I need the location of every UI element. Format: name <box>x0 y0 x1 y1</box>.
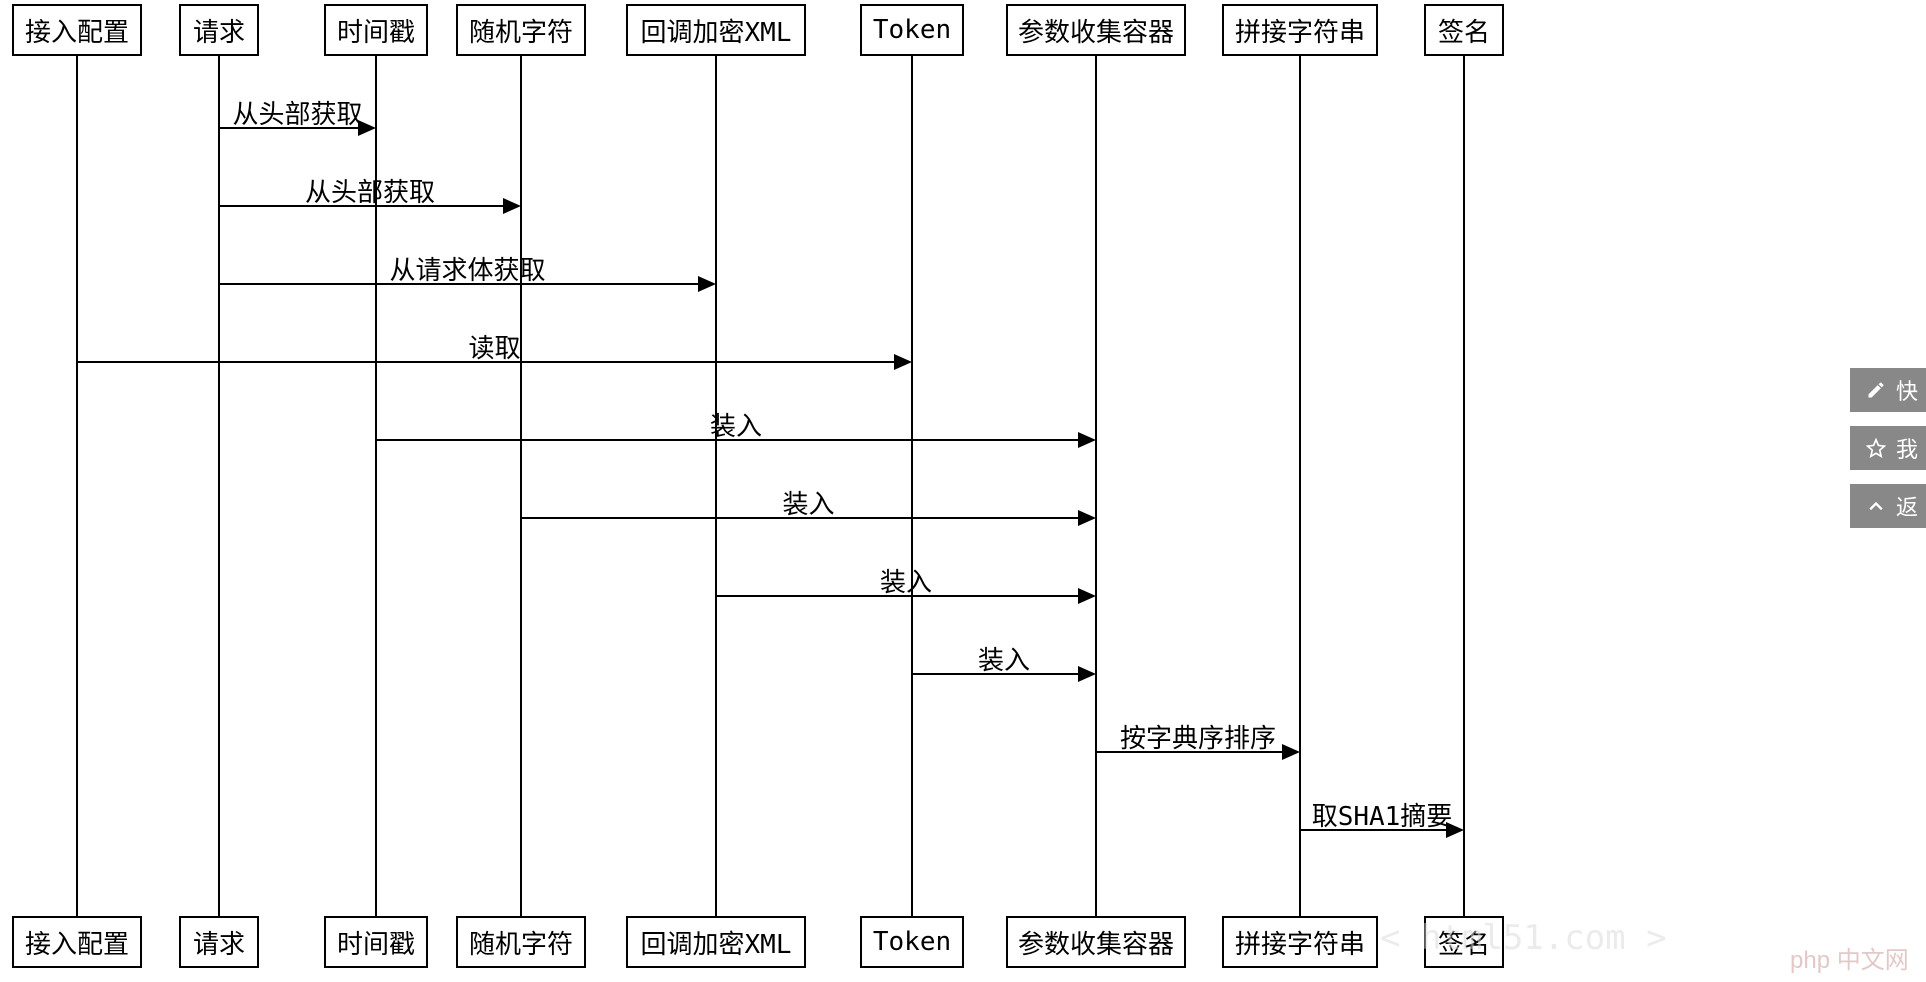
participant-box-bottom: 拼接字符串 <box>1222 916 1378 968</box>
side-button-star[interactable]: 我 <box>1850 426 1926 470</box>
participant-box-bottom: 随机字符 <box>456 916 586 968</box>
participant-box-bottom: Token <box>860 916 964 968</box>
lifeline <box>1463 56 1465 916</box>
message-label: 装入 <box>912 640 1096 677</box>
message-label: 按字典序排序 <box>1096 718 1300 755</box>
participant-box-top: 接入配置 <box>12 4 142 56</box>
message-label: 从请求体获取 <box>219 250 716 287</box>
participant-box-bottom: 请求 <box>179 916 259 968</box>
message-label: 取SHA1摘要 <box>1300 796 1464 833</box>
participant-box-top: Token <box>860 4 964 56</box>
up-icon <box>1866 496 1886 516</box>
side-button-label: 我 <box>1896 432 1918 464</box>
message-label: 装入 <box>376 406 1096 443</box>
message-label: 装入 <box>716 562 1096 599</box>
side-button-pencil[interactable]: 快 <box>1850 368 1926 412</box>
participant-box-bottom: 参数收集容器 <box>1006 916 1186 968</box>
lifeline <box>76 56 78 916</box>
watermark-left: < html51.com > <box>1380 918 1667 958</box>
watermark-right: php 中文网 <box>1790 940 1909 975</box>
lifeline <box>1299 56 1301 916</box>
participant-box-top: 回调加密XML <box>626 4 806 56</box>
participant-box-top: 请求 <box>179 4 259 56</box>
pencil-icon <box>1866 380 1886 400</box>
message-label: 从头部获取 <box>219 172 521 209</box>
message-label: 读取 <box>77 328 912 365</box>
side-button-label: 快 <box>1896 374 1918 406</box>
sequence-diagram: 接入配置接入配置请求请求时间戳时间戳随机字符随机字符回调加密XML回调加密XML… <box>0 0 1926 982</box>
participant-box-top: 参数收集容器 <box>1006 4 1186 56</box>
participant-box-top: 时间戳 <box>324 4 428 56</box>
participant-box-top: 随机字符 <box>456 4 586 56</box>
participant-box-bottom: 回调加密XML <box>626 916 806 968</box>
participant-box-top: 签名 <box>1424 4 1504 56</box>
side-button-up[interactable]: 返 <box>1850 484 1926 528</box>
participant-box-bottom: 时间戳 <box>324 916 428 968</box>
participant-box-bottom: 接入配置 <box>12 916 142 968</box>
message-label: 从头部获取 <box>219 94 376 131</box>
side-button-label: 返 <box>1896 490 1918 522</box>
star-icon <box>1866 438 1886 458</box>
participant-box-top: 拼接字符串 <box>1222 4 1378 56</box>
message-label: 装入 <box>521 484 1096 521</box>
